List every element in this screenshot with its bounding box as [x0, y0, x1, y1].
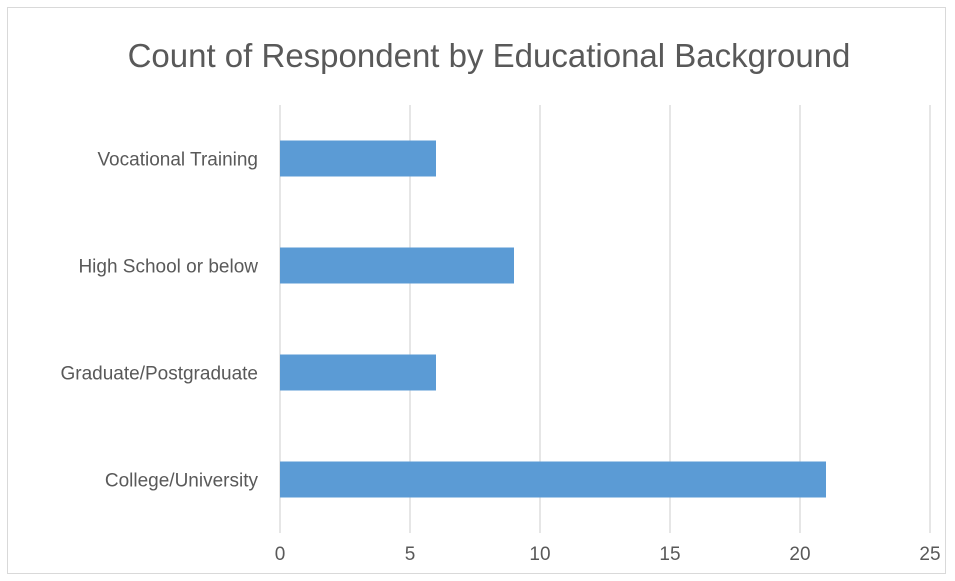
category-label: Vocational Training: [97, 150, 258, 171]
x-tick-label: 0: [275, 544, 286, 565]
x-tick-label: 25: [919, 544, 940, 565]
bar-chart: Count of Respondent by Educational Backg…: [60, 37, 941, 565]
bar: [280, 247, 514, 284]
chart-title: Count of Respondent by Educational Backg…: [128, 37, 851, 74]
x-tick-label: 15: [659, 544, 680, 565]
bars: [280, 140, 826, 498]
category-label: Graduate/Postgraduate: [60, 364, 258, 385]
x-tick-label: 5: [405, 544, 416, 565]
x-tick-label: 10: [529, 544, 550, 565]
category-label: College/University: [105, 471, 259, 492]
chart-frame: Count of Respondent by Educational Backg…: [7, 7, 946, 574]
category-label: High School or below: [78, 257, 258, 278]
x-tick-label: 20: [789, 544, 810, 565]
bar: [280, 354, 436, 391]
bar: [280, 140, 436, 177]
bar: [280, 461, 826, 498]
x-tick-labels: 0 5 10 15 20 25: [275, 544, 941, 565]
category-labels: Vocational Training High School or below G…: [60, 150, 258, 492]
